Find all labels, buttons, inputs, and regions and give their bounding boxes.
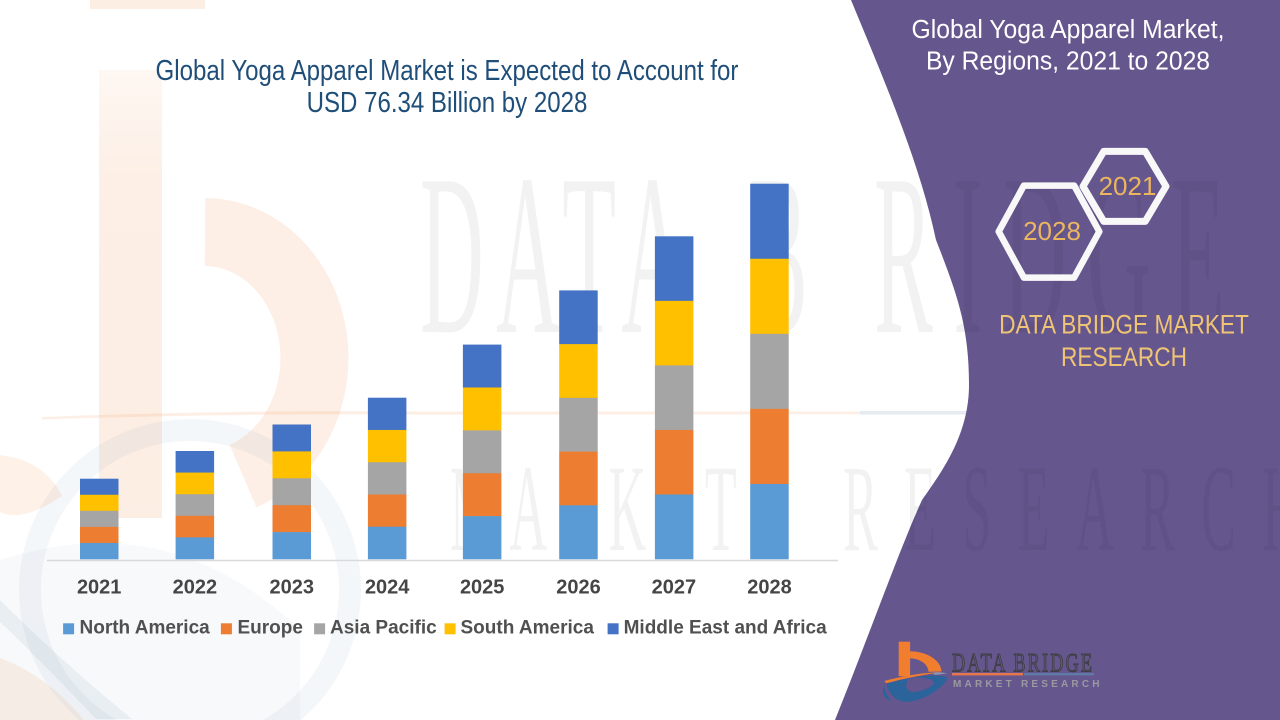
svg-text:2021: 2021 xyxy=(77,577,122,599)
svg-text:MARKET RESEARCH: MARKET RESEARCH xyxy=(953,679,1103,690)
svg-text:2028: 2028 xyxy=(747,577,792,599)
svg-text:DATA BRIDGE: DATA BRIDGE xyxy=(952,648,1092,677)
svg-text:2023: 2023 xyxy=(270,577,315,599)
svg-text:By Regions, 2021 to 2028: By Regions, 2021 to 2028 xyxy=(926,47,1210,76)
svg-text:2024: 2024 xyxy=(365,577,410,599)
svg-text:Global Yoga Apparel Market is: Global Yoga Apparel Market is Expected t… xyxy=(156,54,739,87)
svg-text:South America: South America xyxy=(461,618,595,639)
svg-text:RESEARCH: RESEARCH xyxy=(1061,342,1187,372)
svg-text:Middle East and Africa: Middle East and Africa xyxy=(624,618,827,639)
svg-text:2028: 2028 xyxy=(1023,216,1081,246)
svg-text:2022: 2022 xyxy=(173,577,218,599)
svg-text:Europe: Europe xyxy=(238,618,303,639)
svg-text:2026: 2026 xyxy=(556,577,601,599)
svg-text:2021: 2021 xyxy=(1099,171,1157,201)
svg-text:USD 76.34 Billion by 2028: USD 76.34 Billion by 2028 xyxy=(307,86,588,119)
svg-text:2027: 2027 xyxy=(652,577,697,599)
svg-text:DATA BRIDGE MARKET: DATA BRIDGE MARKET xyxy=(999,310,1249,340)
svg-text:Asia Pacific: Asia Pacific xyxy=(330,618,437,639)
svg-text:2025: 2025 xyxy=(460,577,505,599)
svg-text:North America: North America xyxy=(80,618,211,639)
svg-text:Global Yoga Apparel Market,: Global Yoga Apparel Market, xyxy=(912,15,1225,44)
